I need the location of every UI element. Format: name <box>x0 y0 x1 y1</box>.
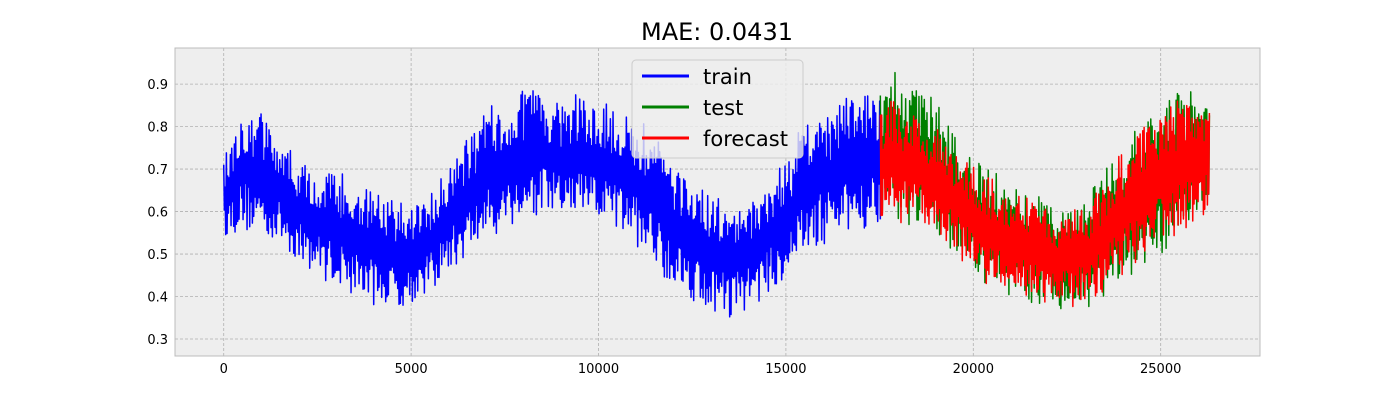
x-tick-label: 25000 <box>1140 362 1181 377</box>
legend: train test forecast <box>631 59 804 159</box>
x-tick-label: 5000 <box>395 362 428 377</box>
series-layer <box>222 71 1211 318</box>
y-tick-label: 0.4 <box>147 291 168 306</box>
series-line-forecast <box>879 100 1211 308</box>
x-axis-ticks: 0 5000 10000 15000 20000 25000 <box>220 362 1182 377</box>
x-tick-label: 0 <box>220 362 228 377</box>
y-tick-label: 0.8 <box>147 121 168 136</box>
y-tick-label: 0.3 <box>147 333 168 348</box>
legend-label-forecast: forecast <box>703 127 788 151</box>
series-line-train <box>222 90 882 318</box>
legend-label-test: test <box>703 96 743 120</box>
y-axis-ticks: 0.3 0.4 0.5 0.6 0.7 0.8 0.9 <box>147 78 168 348</box>
legend-label-train: train <box>703 65 752 89</box>
y-tick-label: 0.9 <box>147 78 168 93</box>
x-tick-label: 10000 <box>578 362 619 377</box>
chart-title: MAE: 0.0431 <box>641 18 793 46</box>
x-tick-label: 20000 <box>953 362 994 377</box>
y-tick-label: 0.7 <box>147 163 168 178</box>
legend-box <box>631 59 804 159</box>
y-tick-label: 0.6 <box>147 206 168 221</box>
y-tick-label: 0.5 <box>147 248 168 263</box>
x-tick-label: 15000 <box>765 362 806 377</box>
plot-frame <box>174 47 1261 357</box>
